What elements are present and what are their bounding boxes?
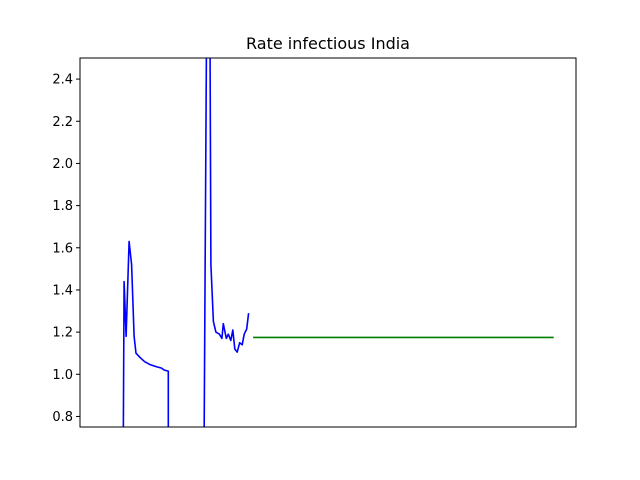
y-tick-label: 1.6 [52, 241, 73, 256]
series-line-1-segment-1 [122, 240, 170, 427]
plot-frame [79, 57, 577, 428]
y-tick-label: 0.8 [52, 410, 73, 425]
y-tick-label: 1.2 [52, 326, 73, 341]
y-tick-label: 1.0 [52, 368, 73, 383]
y-tick-label: 2.2 [52, 115, 73, 130]
y-tick-label: 1.8 [52, 199, 73, 214]
y-tick-label: 2.4 [52, 73, 73, 88]
series-line-1-segment-2 [203, 58, 250, 427]
chart-title: Rate infectious India [246, 34, 410, 53]
y-axis: 0.8 1.0 1.2 1.4 1.6 1.8 2.0 2.2 2.4 [52, 73, 80, 425]
series-layer [122, 58, 554, 427]
y-tick-label: 2.0 [52, 157, 73, 172]
y-tick-label: 1.4 [52, 283, 73, 298]
